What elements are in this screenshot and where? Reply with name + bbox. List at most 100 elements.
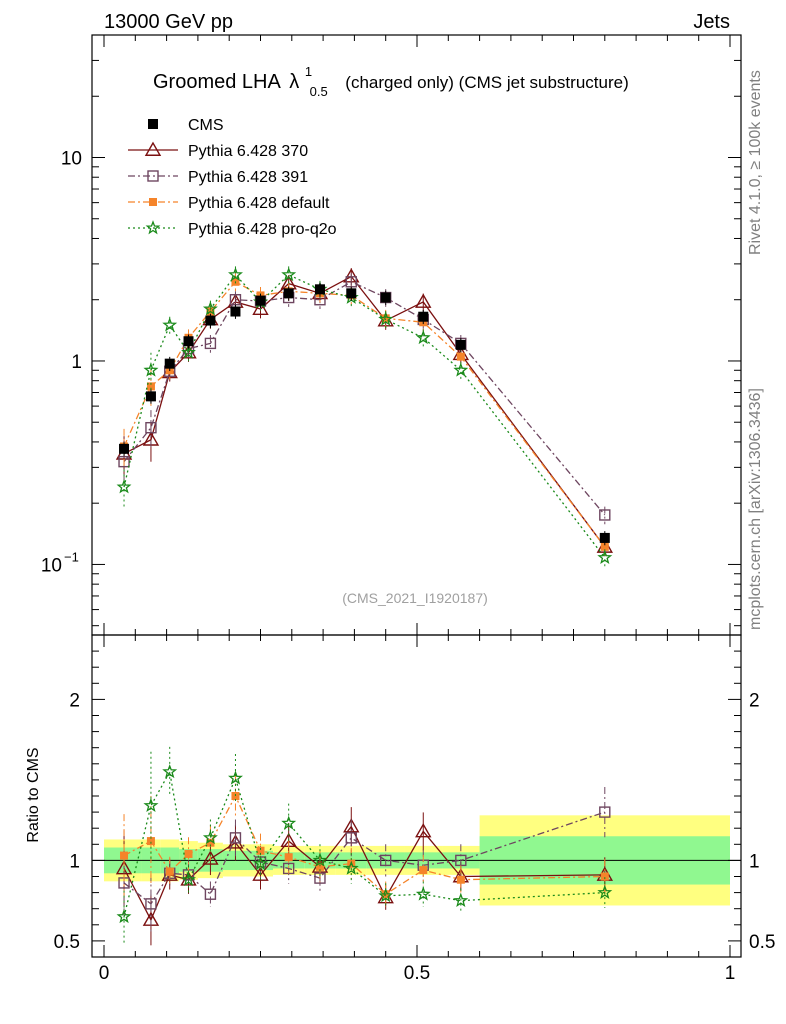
series-point xyxy=(118,455,130,468)
cms-data xyxy=(119,282,610,546)
series-point xyxy=(453,362,469,377)
ratio-point xyxy=(143,797,159,813)
ratio-point xyxy=(181,871,196,887)
legend-item-1: Pythia 6.428 370 xyxy=(128,141,308,160)
cms-point xyxy=(183,336,194,347)
ratio-y-tick-label: 1 xyxy=(69,851,80,872)
series-point xyxy=(599,509,611,521)
title-sub: 0.5 xyxy=(310,84,328,99)
ratio-point xyxy=(253,855,268,871)
main-y-tick-exponent: −1 xyxy=(64,549,79,564)
ratio-point xyxy=(228,770,243,785)
series-point xyxy=(143,362,159,377)
cms-point xyxy=(599,532,610,543)
ratio-point xyxy=(281,815,297,830)
series-point xyxy=(456,352,465,361)
x-tick-label: 0.5 xyxy=(404,963,430,984)
series-point xyxy=(281,267,297,282)
series-point xyxy=(381,314,390,323)
series-point xyxy=(597,549,613,564)
cms-point xyxy=(145,391,156,402)
ratio-point xyxy=(419,866,428,875)
ratio-point xyxy=(345,832,357,844)
cms-point xyxy=(418,311,429,322)
title-symbol: λ xyxy=(289,71,299,93)
series-line-ratio xyxy=(123,811,606,905)
plot-title: Groomed LHA λ 1 0.5 (charged only) (CMS … xyxy=(153,59,629,101)
ratio-point xyxy=(146,837,155,846)
series-point xyxy=(204,337,217,350)
legend-marker xyxy=(148,119,158,129)
main-y-tick-label: 1 xyxy=(71,352,82,373)
ratio-point xyxy=(456,875,465,884)
cms-point xyxy=(164,358,175,369)
series-point xyxy=(415,293,432,308)
series-point xyxy=(415,329,431,345)
series-point xyxy=(145,421,157,434)
legend-marker xyxy=(149,198,157,206)
title-sup: 1 xyxy=(305,64,312,79)
ratio-point xyxy=(252,866,269,881)
legend-marker xyxy=(144,141,162,156)
ratio-point xyxy=(116,908,132,924)
title-main: Groomed LHA xyxy=(153,71,281,93)
main-y-tick-label-exp: 10 xyxy=(41,555,62,576)
ratio-point xyxy=(600,872,609,881)
ratio-point xyxy=(597,884,613,900)
legend: CMS Pythia 6.428 370 Pythia 6.428 391 Pythi… xyxy=(128,117,337,238)
series-line-ratio xyxy=(123,769,605,917)
ratio-point xyxy=(206,838,215,847)
header-right: Jets xyxy=(693,11,730,33)
header-left: 13000 GeV pp xyxy=(104,11,233,33)
legend-label: Pythia 6.428 391 xyxy=(188,169,308,186)
cms-point xyxy=(314,284,325,295)
series-point xyxy=(202,301,218,316)
series-point xyxy=(146,382,155,391)
series-line-main xyxy=(123,281,606,516)
cms-point xyxy=(455,339,466,350)
ratio-point xyxy=(415,823,432,838)
x-tick-label: 0 xyxy=(99,963,110,984)
ratio-point xyxy=(229,832,242,844)
series-line-main xyxy=(123,280,606,548)
ratio-point xyxy=(453,892,469,907)
ratio-point xyxy=(312,852,328,867)
ratio-point xyxy=(284,853,293,862)
ratio-point xyxy=(599,806,611,818)
ratio-point xyxy=(378,887,394,903)
ratio-point xyxy=(120,851,129,860)
x-tick-label: 1 xyxy=(725,963,736,984)
ratio-y-tick-label-right: 0.5 xyxy=(749,932,775,953)
series-point xyxy=(228,267,243,282)
series-line-main xyxy=(123,275,606,548)
ratio-y-tick-label: 2 xyxy=(69,690,80,711)
ratio-point xyxy=(415,886,431,901)
cms-point xyxy=(283,288,294,299)
series-line-ratio xyxy=(123,825,605,922)
ratio-y-tick-label: 0.5 xyxy=(54,932,80,953)
ratio-point xyxy=(343,860,359,875)
series-layer xyxy=(115,266,614,946)
title-suffix: (charged only) (CMS jet substructure) xyxy=(345,73,628,92)
ratio-frame xyxy=(91,634,742,958)
legend-label: Pythia 6.428 370 xyxy=(188,143,308,160)
cms-point xyxy=(346,288,357,299)
legend-label: Pythia 6.428 default xyxy=(188,195,330,212)
ratio-point xyxy=(204,888,217,900)
legend-item-4: Pythia 6.428 pro-q2o xyxy=(128,220,337,238)
side-text-top: Rivet 4.1.0, ≥ 100k events xyxy=(747,70,764,255)
ratio-point xyxy=(343,818,360,833)
ratio-axis-label: Ratio to CMS xyxy=(25,747,42,842)
legend-item-0: CMS xyxy=(148,117,224,134)
cms-point xyxy=(380,292,391,303)
series-point xyxy=(116,479,132,494)
legend-label: Pythia 6.428 pro-q2o xyxy=(188,221,337,238)
series-point xyxy=(181,344,196,359)
legend-marker xyxy=(147,170,159,182)
ratio-point xyxy=(184,849,193,858)
series-point xyxy=(600,542,609,551)
ratio-point xyxy=(315,862,324,871)
ratio-point xyxy=(162,764,178,779)
cms-point xyxy=(230,306,241,317)
